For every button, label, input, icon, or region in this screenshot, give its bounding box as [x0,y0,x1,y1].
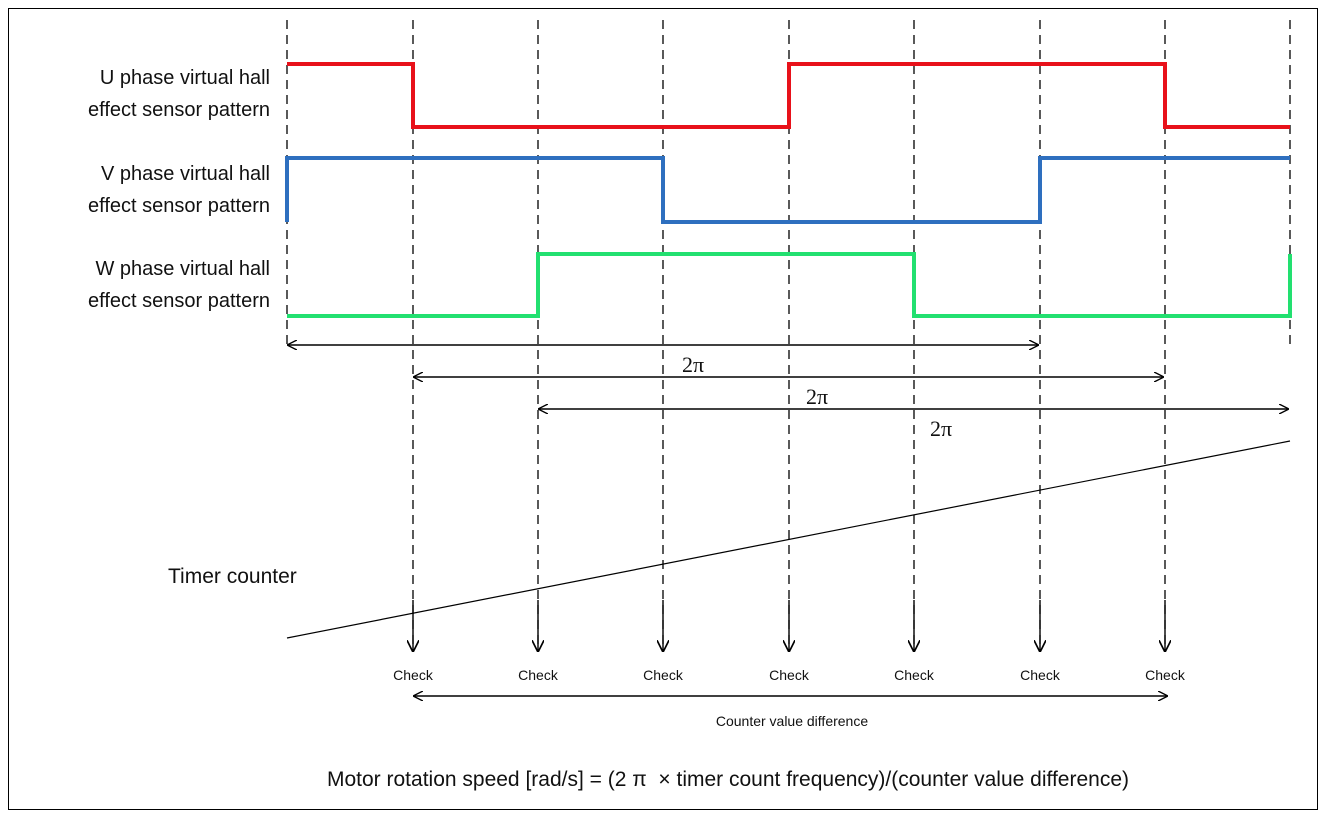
timer-counter-ramp [286,440,1291,639]
check-label: Check [769,667,810,683]
v-phase-label-1: V phase virtual hall [101,163,270,185]
check-label: Check [1020,667,1061,683]
timer-counter-label: Timer counter [168,565,297,588]
u-phase-label-2: effect sensor pattern [88,99,270,121]
period-label-2: 2π [806,384,828,409]
check-label: Check [1145,667,1186,683]
check-label: Check [643,667,684,683]
v-phase-label-2: effect sensor pattern [88,195,270,217]
check-arrows [413,600,1165,651]
period-label-1: 2π [682,352,704,377]
w-phase-waveform [287,252,1292,318]
counter-difference-label: Counter value difference [716,713,868,729]
speed-formula: Motor rotation speed [rad/s] = (2 π × ti… [327,768,1129,791]
v-phase-waveform [285,156,1290,224]
w-phase-label-1: W phase virtual hall [95,258,270,280]
check-label: Check [894,667,935,683]
check-label: Check [518,667,559,683]
check-label: Check [393,667,434,683]
period-label-3: 2π [930,416,952,441]
u-phase-label-1: U phase virtual hall [100,67,270,89]
u-phase-waveform [287,62,1290,129]
w-phase-label-2: effect sensor pattern [88,290,270,312]
